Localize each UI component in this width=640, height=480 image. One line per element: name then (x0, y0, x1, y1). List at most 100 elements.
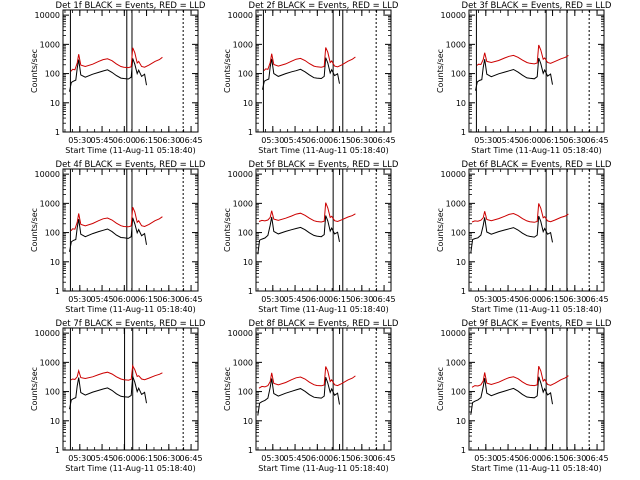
y-axis-label: Counts/sec (223, 367, 232, 411)
x-tick-label: 06:30 (563, 454, 586, 463)
y-tick-label: 1 (461, 128, 466, 137)
plot-frame (255, 327, 392, 451)
x-axis-label: Start Time (11-Aug-11 05:18:40) (258, 464, 389, 473)
panel-title: Det 4f BLACK = Events, RED = LLD (56, 160, 206, 170)
series-lld-line (70, 364, 163, 381)
x-tick-label: 06:00 (519, 295, 542, 304)
x-tick-label: 06:45 (373, 295, 396, 304)
panel-det-7: Det 7f BLACK = Events, RED = LLD 1 10 100 10… (30, 319, 206, 473)
y-tick-label: 10 (50, 258, 60, 267)
series-lld-line (263, 47, 356, 72)
y-axis-label: Counts/sec (436, 367, 445, 411)
plot-frame (62, 168, 199, 292)
y-axis-label: Counts/sec (223, 208, 232, 252)
x-axis-label: Start Time (11-Aug-11 05:18:40) (258, 146, 389, 155)
x-axis-label: Start Time (11-Aug-11 05:18:40) (65, 464, 196, 473)
x-tick-label: 06:30 (157, 136, 180, 145)
y-tick-label: 10000 (35, 329, 60, 338)
y-tick-label: 10 (243, 258, 253, 267)
x-tick-label: 05:45 (497, 295, 520, 304)
x-tick-label: 06:45 (586, 454, 609, 463)
x-tick-label: 06:00 (306, 454, 329, 463)
y-tick-label: 100 (238, 229, 253, 238)
y-tick-label: 1 (55, 446, 60, 455)
series-events-line (69, 217, 147, 252)
y-tick-label: 10 (243, 417, 253, 426)
x-tick-label: 06:45 (180, 136, 203, 145)
x-tick-label: 06:30 (350, 136, 373, 145)
panel-title: Det 2f BLACK = Events, RED = LLD (249, 1, 399, 11)
series-lld-line (471, 365, 569, 388)
plot-frame (62, 9, 199, 133)
x-tick-label: 05:45 (284, 136, 307, 145)
x-tick-label: 06:00 (113, 136, 136, 145)
y-tick-label: 100 (451, 70, 466, 79)
series-lld-line (258, 202, 356, 223)
x-tick-label: 05:45 (91, 136, 114, 145)
series-events-line (257, 215, 340, 255)
y-tick-label: 100 (45, 388, 60, 397)
y-tick-label: 10000 (35, 170, 60, 179)
x-tick-label: 06:15 (541, 136, 564, 145)
y-tick-label: 1000 (40, 40, 60, 49)
y-axis-label: Counts/sec (30, 49, 39, 93)
series-events-line (475, 57, 553, 91)
y-tick-label: 1000 (233, 199, 253, 208)
panel-title: Det 7f BLACK = Events, RED = LLD (56, 319, 206, 329)
panel-title: Det 6f BLACK = Events, RED = LLD (462, 160, 612, 170)
x-tick-label: 06:15 (135, 454, 158, 463)
y-tick-label: 10 (243, 99, 253, 108)
y-tick-label: 1 (248, 128, 253, 137)
x-tick-label: 06:45 (180, 454, 203, 463)
y-axis-label: Counts/sec (30, 367, 39, 411)
y-tick-label: 1 (461, 446, 466, 455)
plot-frame (255, 9, 392, 133)
panel-title: Det 8f BLACK = Events, RED = LLD (249, 319, 399, 329)
x-tick-label: 06:30 (157, 295, 180, 304)
x-tick-label: 06:30 (563, 136, 586, 145)
panel-det-6: Det 6f BLACK = Events, RED = LLD 1 10 100 10… (436, 160, 612, 314)
x-axis-label: Start Time (11-Aug-11 05:18:40) (65, 305, 196, 314)
y-tick-label: 1000 (40, 199, 60, 208)
series-lld-line (258, 366, 356, 389)
panel-det-9: Det 9f BLACK = Events, RED = LLD 1 10 100 10… (436, 319, 612, 473)
panel-title: Det 3f BLACK = Events, RED = LLD (462, 1, 612, 11)
x-tick-label: 06:15 (135, 136, 158, 145)
x-tick-label: 06:15 (541, 295, 564, 304)
plot-frame (468, 168, 605, 292)
y-tick-label: 1000 (446, 358, 466, 367)
plot-frame (62, 327, 199, 451)
y-tick-label: 10000 (441, 329, 466, 338)
x-tick-label: 06:00 (113, 295, 136, 304)
x-tick-label: 05:45 (497, 136, 520, 145)
x-tick-label: 06:45 (180, 295, 203, 304)
x-tick-label: 05:30 (261, 454, 284, 463)
plot-frame (468, 9, 605, 133)
x-tick-label: 05:30 (261, 295, 284, 304)
y-tick-label: 1000 (446, 40, 466, 49)
y-tick-label: 10 (50, 417, 60, 426)
x-tick-label: 06:00 (519, 136, 542, 145)
y-tick-label: 10 (456, 99, 466, 108)
x-tick-label: 05:45 (497, 454, 520, 463)
panel-det-5: Det 5f BLACK = Events, RED = LLD 1 10 100 10… (223, 160, 399, 314)
y-tick-label: 10000 (228, 170, 253, 179)
x-tick-label: 06:30 (157, 454, 180, 463)
series-lld-line (70, 47, 163, 72)
panel-det-1: Det 1f BLACK = Events, RED = LLD 1 10 100 10… (30, 1, 206, 155)
x-tick-label: 06:45 (586, 295, 609, 304)
x-tick-label: 06:15 (328, 136, 351, 145)
x-tick-label: 06:45 (586, 136, 609, 145)
x-tick-label: 05:30 (261, 136, 284, 145)
y-tick-label: 1 (248, 446, 253, 455)
y-tick-label: 10 (456, 258, 466, 267)
panel-det-8: Det 8f BLACK = Events, RED = LLD 1 10 100 10… (223, 319, 399, 473)
x-axis-label: Start Time (11-Aug-11 05:18:40) (258, 305, 389, 314)
y-tick-label: 1000 (40, 358, 60, 367)
x-axis-label: Start Time (11-Aug-11 05:18:40) (471, 146, 602, 155)
y-tick-label: 10000 (441, 11, 466, 20)
x-tick-label: 05:30 (68, 454, 91, 463)
y-tick-label: 10000 (228, 11, 253, 20)
x-tick-label: 05:45 (91, 295, 114, 304)
